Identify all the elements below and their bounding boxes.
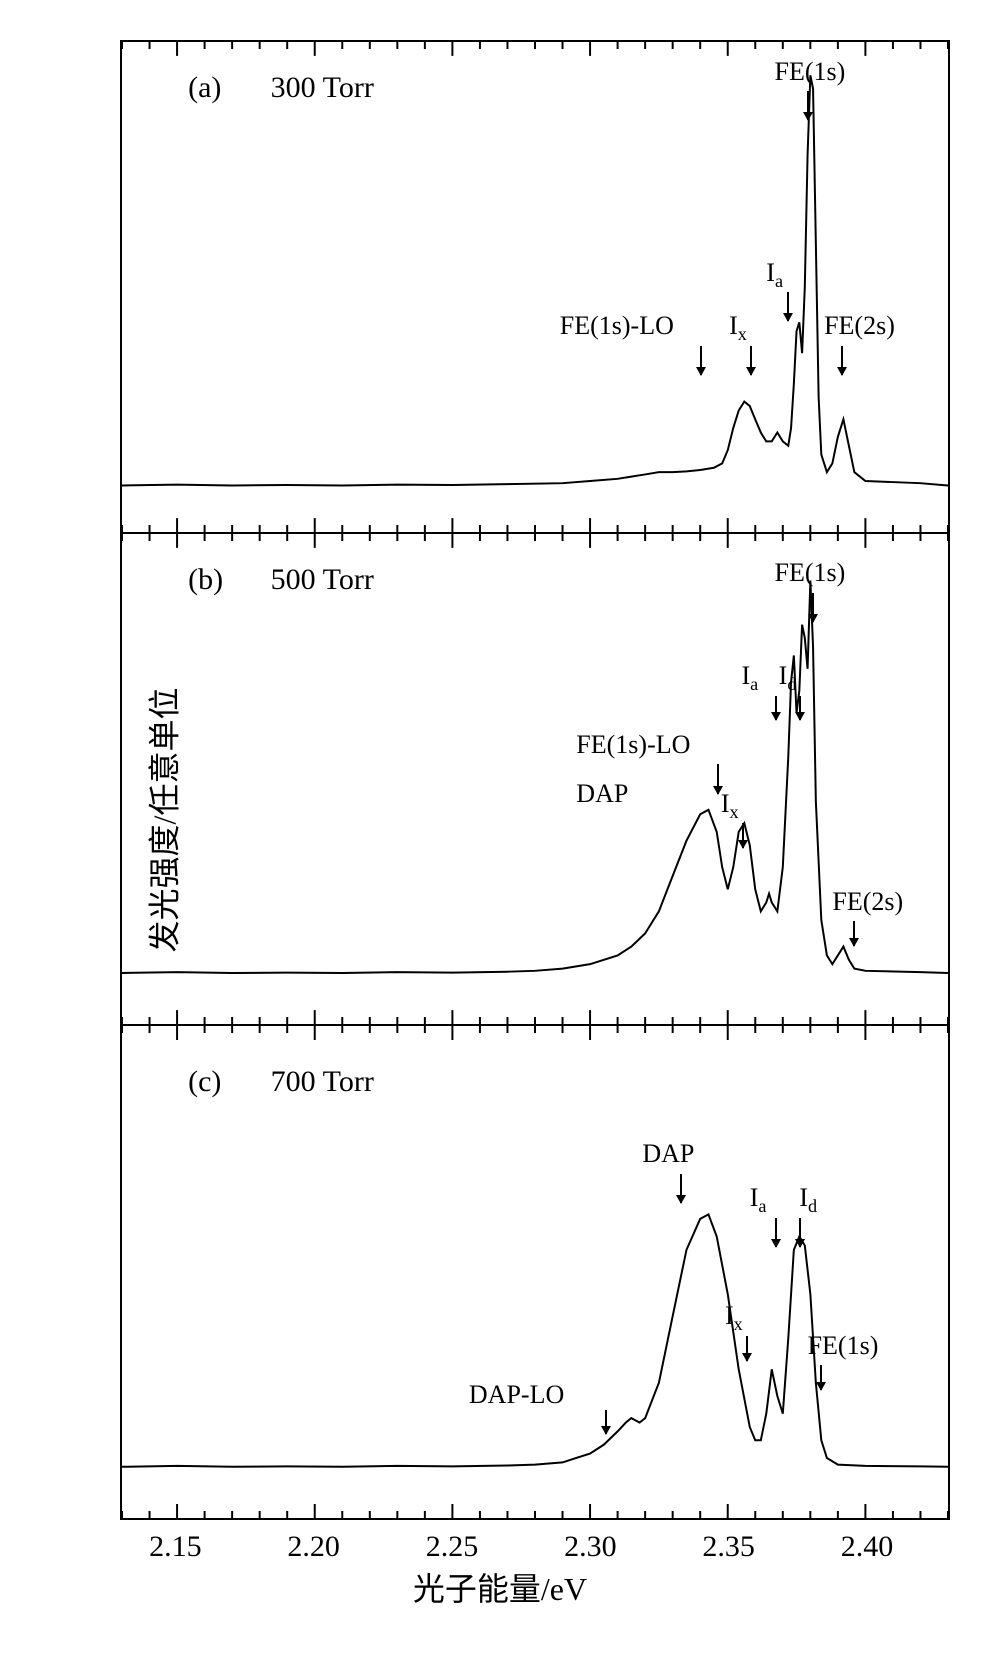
peak-label-a-Ix: Ix [729, 311, 747, 345]
x-tick-label: 2.40 [841, 1530, 894, 1564]
panel-condition-a: 300 Torr [271, 71, 374, 105]
x-tick-labels: 2.152.202.252.302.352.40 [120, 1520, 950, 1560]
panel-condition-c: 700 Torr [271, 1065, 374, 1099]
peak-label-a-Ia: Ia [766, 258, 783, 292]
peak-label-b-Ix: Ix [721, 789, 739, 823]
arrow-icon [605, 1410, 607, 1435]
arrow-icon [853, 921, 855, 945]
panels-container: (a) 300 Torr FE(1s) Ia FE(2s) Ix FE(1s)-LO (b) 5… [120, 40, 950, 1520]
arrow-icon [820, 1365, 822, 1390]
x-tick-label: 2.15 [149, 1530, 202, 1564]
peak-label-b-FE1s-LO: FE(1s)-LO [576, 730, 690, 760]
peak-label-b-FE2s: FE(2s) [832, 887, 903, 917]
x-tick-label: 2.35 [702, 1530, 755, 1564]
panel-condition-b: 500 Torr [271, 563, 374, 597]
peak-label-a-FE2s: FE(2s) [824, 311, 895, 341]
x-tick-label: 2.25 [426, 1530, 479, 1564]
panel-b: (b) 500 Torr FE(1s) Id Ia FE(1s)-LO DAP Ix FE(2s… [122, 534, 948, 1026]
peak-label-c-Ia: Ia [750, 1183, 767, 1217]
peak-label-b-DAP: DAP [576, 779, 628, 809]
arrow-icon [742, 823, 744, 847]
spectrum-line-b [122, 581, 948, 973]
peak-label-c-DAP: DAP [642, 1139, 694, 1169]
peak-label-a-FE1s-LO: FE(1s)-LO [560, 311, 674, 341]
arrow-icon [807, 91, 809, 120]
x-tick-label: 2.20 [287, 1530, 340, 1564]
peak-label-c-DAP-LO: DAP-LO [469, 1380, 564, 1410]
peak-label-b-FE1s: FE(1s) [775, 558, 846, 588]
arrow-icon [775, 696, 777, 720]
x-axis-label: 光子能量/eV [413, 1564, 587, 1610]
arrow-icon [700, 346, 702, 375]
arrow-icon [812, 593, 814, 622]
panel-tag-c: (c) [188, 1065, 221, 1099]
x-tick-label: 2.30 [564, 1530, 617, 1564]
spectra-figure: 发光强度/任意单位 光子能量/eV (a)300 TorrFE(1s)IaFE(… [20, 20, 980, 1620]
peak-label-c-FE1s: FE(1s) [808, 1331, 879, 1361]
arrow-icon [680, 1174, 682, 1204]
arrow-icon [717, 764, 719, 793]
panel-tag-a: (a) [188, 71, 221, 105]
arrow-icon [799, 696, 801, 720]
arrow-icon [775, 1218, 777, 1248]
arrow-icon [841, 346, 843, 375]
arrow-icon [799, 1218, 801, 1248]
peak-label-b-Id: Id [779, 661, 797, 695]
peak-label-b-Ia: Ia [742, 661, 759, 695]
peak-label-c-Id: Id [799, 1183, 817, 1217]
spectrum-line-a [122, 75, 948, 485]
peak-label-a-FE1s: FE(1s) [775, 57, 846, 87]
panel-a: (a) 300 Torr FE(1s) Ia FE(2s) Ix FE(1s)-LO [122, 42, 948, 534]
peak-label-c-Ix: Ix [725, 1301, 743, 1335]
panel-c: (c) 700 Torr DAP Ia Id Ix FE(1s) DAP-LO [122, 1026, 948, 1518]
arrow-icon [746, 1336, 748, 1361]
arrow-icon [787, 292, 789, 321]
panel-tag-b: (b) [188, 563, 223, 597]
arrow-icon [750, 346, 752, 375]
